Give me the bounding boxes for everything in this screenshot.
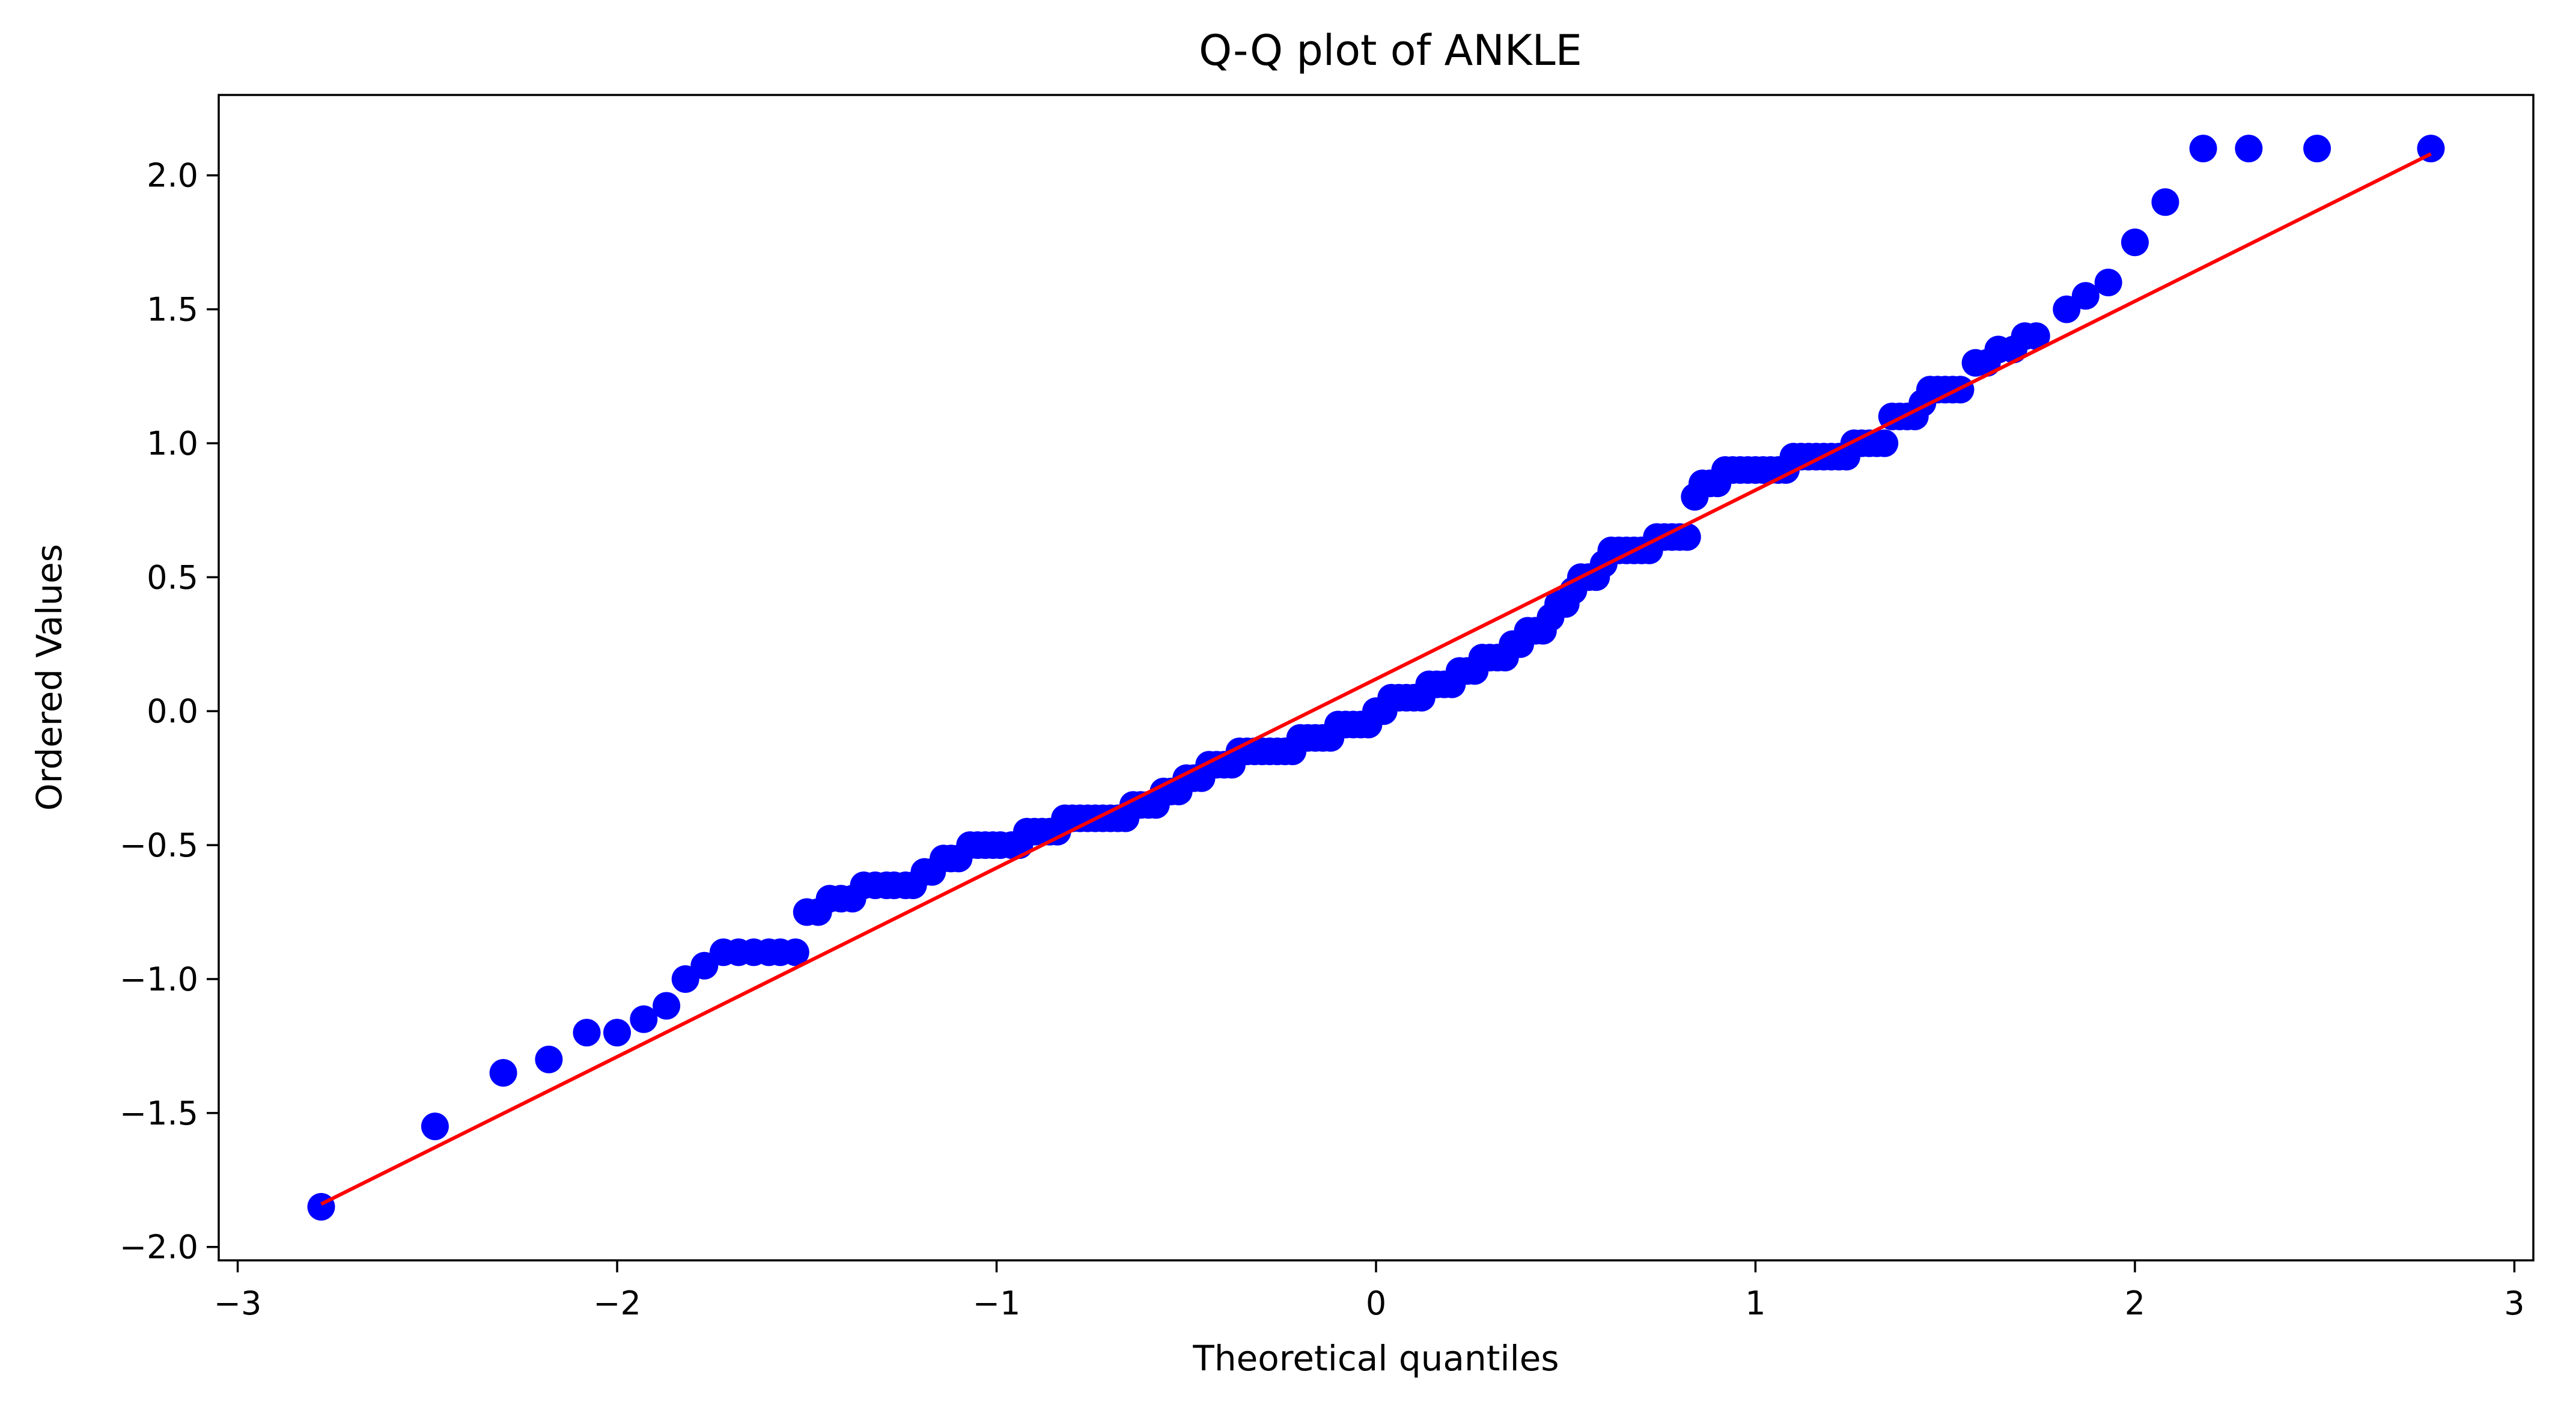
data-point (307, 1192, 335, 1221)
y-tick-label: 1.0 (147, 424, 198, 462)
x-tick-label: −3 (214, 1284, 262, 1322)
data-point (489, 1059, 517, 1087)
data-point (535, 1045, 563, 1073)
y-tick-label: 0.0 (147, 692, 198, 730)
data-point (603, 1019, 631, 1047)
plot-area (307, 135, 2445, 1221)
x-tick-label: 0 (1366, 1284, 1386, 1322)
y-tick-label: 2.0 (147, 157, 198, 195)
data-point (2094, 269, 2122, 296)
y-tick-label: −1.0 (120, 960, 198, 998)
data-point (2303, 135, 2331, 163)
x-axis-label: Theoretical quantiles (1192, 1338, 1559, 1379)
x-axis-ticks: −3 −2 −1 0 1 2 3 (214, 1260, 2525, 1322)
data-point (2235, 135, 2263, 163)
fit-line (320, 152, 2432, 1206)
data-point (653, 992, 681, 1020)
x-tick-label: 3 (2504, 1284, 2524, 1322)
y-axis-label: Ordered Values (29, 544, 70, 811)
data-point (2121, 228, 2149, 257)
chart-title: Q-Q plot of ANKLE (1199, 26, 1582, 75)
x-tick-label: −2 (593, 1284, 641, 1322)
x-tick-label: 2 (2125, 1284, 2145, 1322)
data-point (421, 1112, 449, 1141)
data-point (1871, 429, 1899, 457)
data-point (2022, 322, 2050, 350)
y-tick-label: 1.5 (147, 291, 198, 329)
y-tick-label: −2.0 (120, 1228, 198, 1266)
data-point (1673, 523, 1701, 551)
y-tick-label: −0.5 (120, 826, 198, 864)
data-point (2151, 188, 2179, 216)
y-axis-ticks: −2.0 −1.5 −1.0 −0.5 0.0 0.5 1.0 1.5 2.0 (120, 157, 219, 1266)
y-tick-label: −1.5 (120, 1094, 198, 1132)
y-tick-label: 0.5 (147, 558, 198, 596)
x-tick-label: −1 (973, 1284, 1021, 1322)
data-point (781, 938, 809, 966)
x-tick-label: 1 (1745, 1284, 1765, 1322)
data-point (2189, 135, 2217, 163)
data-point (630, 1005, 658, 1033)
data-point (573, 1019, 601, 1047)
data-point (2071, 282, 2099, 310)
